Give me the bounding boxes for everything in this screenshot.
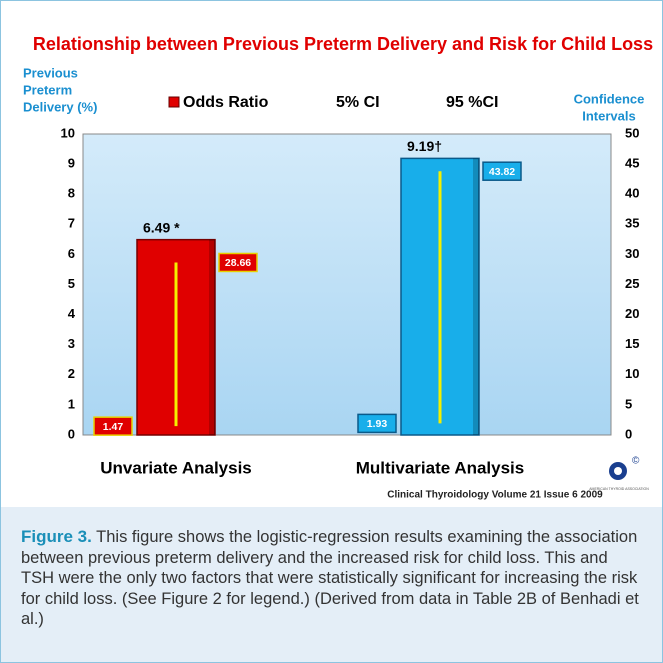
source: Clinical Thyroidology Volume 21 Issue 6 … — [387, 490, 603, 501]
y-tick-label: 1 — [68, 396, 75, 411]
legend-swatch — [168, 96, 180, 108]
ci-label: 1.93 — [367, 418, 388, 430]
y2-tick-label: 40 — [625, 186, 639, 201]
y2-tick-label: 20 — [625, 306, 639, 321]
legend-label: 95 %CI — [446, 94, 498, 111]
ci-box — [218, 252, 258, 273]
logo — [614, 467, 622, 475]
y2-tick-label: 5 — [625, 396, 632, 411]
legend-label: 5% CI — [336, 94, 380, 111]
value-label: 6.49 * — [143, 219, 180, 235]
y2-tick-label: 0 — [625, 426, 632, 441]
y2-tick-label: 50 — [625, 125, 639, 140]
y2-tick-label: 15 — [625, 336, 639, 351]
y-axis-label: Preterm — [23, 82, 72, 97]
value-label: 9.19† — [407, 138, 442, 154]
y-tick-label: 6 — [68, 246, 75, 261]
chart: Relationship between Previous Preterm De… — [23, 34, 653, 501]
legend-label: Odds Ratio — [183, 94, 269, 111]
y-tick-label: 3 — [68, 336, 75, 351]
y-tick-label: 8 — [68, 186, 75, 201]
y2-axis-label: Confidence — [574, 91, 645, 106]
bar-shade — [473, 158, 479, 436]
y-tick-label: 0 — [68, 426, 75, 441]
y-tick-label: 10 — [61, 125, 75, 140]
y2-tick-label: 35 — [625, 216, 639, 231]
logo-text: AMERICAN THYROID ASSOCIATION — [589, 487, 649, 491]
bar-shade — [209, 239, 215, 435]
y-tick-label: 7 — [68, 216, 75, 231]
y-tick-label: 4 — [68, 306, 76, 321]
y2-tick-label: 45 — [625, 156, 639, 171]
caption-label: Figure 3. — [21, 527, 92, 546]
ci-box — [482, 161, 522, 181]
y-tick-label: 5 — [68, 276, 75, 291]
ci-label: 1.47 — [103, 421, 124, 433]
y-tick-label: 9 — [68, 156, 75, 171]
caption: Figure 3. This figure shows the logistic… — [1, 507, 662, 662]
y-tick-label: 2 — [68, 366, 75, 381]
y2-tick-label: 25 — [625, 276, 639, 291]
x-tick-label: Unvariate Analysis — [100, 458, 252, 477]
y2-axis-label: Intervals — [582, 108, 635, 123]
ci-label: 28.66 — [225, 257, 251, 269]
y2-tick-label: 30 — [625, 246, 639, 261]
y-axis-label: Previous — [23, 65, 78, 80]
y2-tick-label: 10 — [625, 366, 639, 381]
chart-title: Relationship between Previous Preterm De… — [33, 34, 653, 54]
ci-label: 43.82 — [489, 166, 515, 178]
logo-mark: © — [632, 456, 640, 467]
caption-text: This figure shows the logistic-regressio… — [21, 528, 639, 628]
x-tick-label: Multivariate Analysis — [356, 458, 525, 477]
y-axis-label: Delivery (%) — [23, 99, 97, 114]
ci-box — [93, 416, 133, 436]
ci-box — [357, 413, 397, 434]
